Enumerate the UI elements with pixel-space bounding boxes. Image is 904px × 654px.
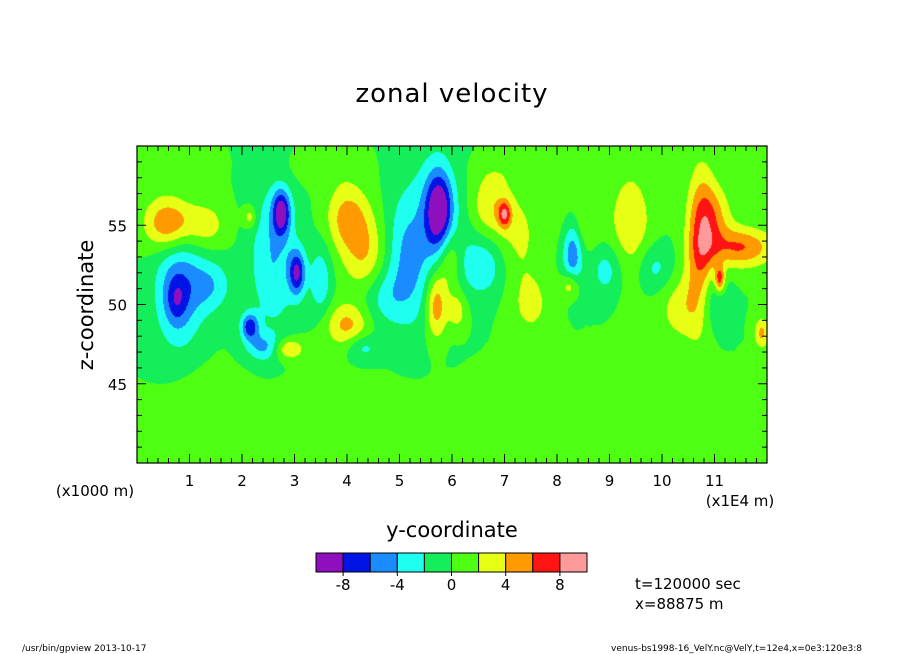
x-tick-label: 11 bbox=[705, 472, 724, 490]
y-tick-label: 45 bbox=[108, 376, 127, 394]
colorbar-swatch bbox=[478, 552, 507, 573]
colorbar-tick-label: -4 bbox=[390, 576, 405, 594]
colorbar-swatch bbox=[369, 552, 398, 573]
x-axis-label: y-coordinate bbox=[386, 518, 518, 542]
colorbar: -8 -4 0 4 8 bbox=[315, 552, 588, 594]
colorbar-tick-label: 0 bbox=[447, 576, 457, 594]
y-tick-label: 55 bbox=[108, 217, 127, 235]
x-tick-label: 8 bbox=[552, 472, 562, 490]
chart-title: zonal velocity bbox=[355, 79, 548, 109]
colorbar-tick-label: -8 bbox=[336, 576, 351, 594]
x-unit-right: (x1E4 m) bbox=[706, 492, 775, 510]
x-tick-label: 6 bbox=[447, 472, 457, 490]
x-tick-label: 4 bbox=[342, 472, 352, 490]
footer-left: /usr/bin/gpview 2013-10-17 bbox=[22, 644, 146, 654]
colorbar-swatch bbox=[396, 552, 425, 573]
y-tick-label: 50 bbox=[108, 297, 127, 315]
x-tick-label: 2 bbox=[237, 472, 247, 490]
y-axis-label: z-coordinate bbox=[74, 240, 98, 371]
colorbar-swatch bbox=[342, 552, 371, 573]
x-tick-label: 9 bbox=[605, 472, 615, 490]
x-tick-label: 10 bbox=[652, 472, 671, 490]
colorbar-swatch bbox=[423, 552, 452, 573]
colorbar-swatch bbox=[559, 552, 588, 573]
colorbar-tick-label: 4 bbox=[501, 576, 511, 594]
x-tick-label: 3 bbox=[290, 472, 300, 490]
time-label: t=120000 sec bbox=[635, 575, 741, 593]
colorbar-swatch bbox=[532, 552, 561, 573]
colorbar-swatch bbox=[505, 552, 534, 573]
colorbar-swatch bbox=[315, 552, 344, 573]
footer-right: venus-bs1998-16_VelY.nc@VelY,t=12e4,x=0e… bbox=[611, 644, 862, 654]
heatmap-image bbox=[137, 146, 767, 463]
x-tick-label: 5 bbox=[395, 472, 405, 490]
heatmap-plot-area bbox=[137, 146, 767, 463]
colorbar-tick-label: 8 bbox=[555, 576, 565, 594]
x-unit-left: (x1000 m) bbox=[56, 482, 134, 500]
colorbar-swatch bbox=[451, 552, 480, 573]
x-tick-label: 7 bbox=[500, 472, 510, 490]
x-position-label: x=88875 m bbox=[635, 595, 724, 613]
x-tick-label: 1 bbox=[185, 472, 195, 490]
